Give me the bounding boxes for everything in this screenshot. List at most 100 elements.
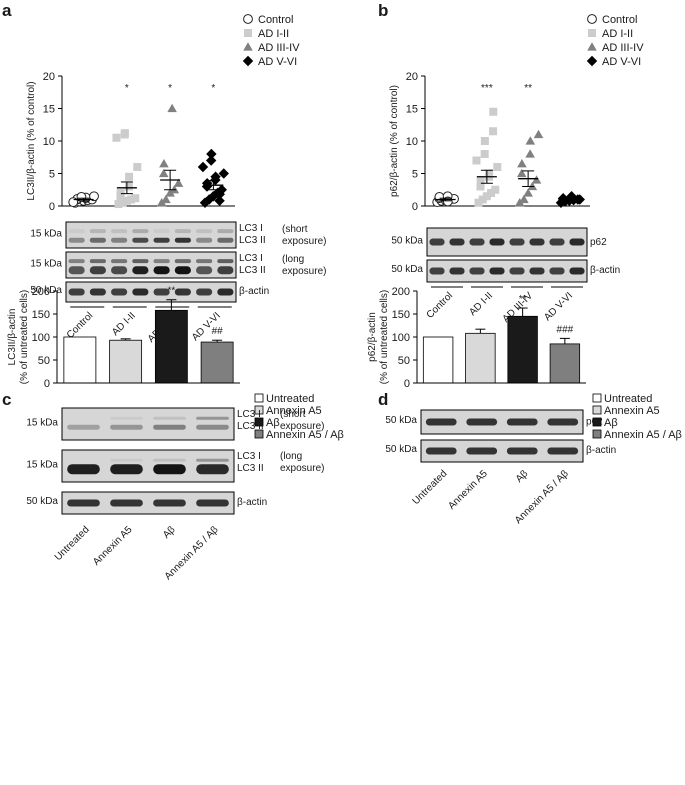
legend-marker <box>242 55 254 67</box>
blot-row-band <box>509 238 525 246</box>
bar <box>507 315 538 384</box>
lane-label: Control <box>65 310 96 341</box>
blot-row-band <box>196 288 213 296</box>
legend-marker <box>587 14 597 24</box>
y-tick-label: 0 <box>412 201 418 213</box>
legend-marker <box>243 14 253 24</box>
blot-row-band <box>110 416 143 420</box>
legend-label: Untreated <box>266 393 314 405</box>
significance-mark: ## <box>212 326 224 337</box>
blot-row-band <box>153 229 170 234</box>
blot-row-band <box>217 229 234 234</box>
y-tick-label: 10 <box>406 136 418 148</box>
exposure-note: exposure) <box>282 266 326 277</box>
data-point <box>476 176 485 184</box>
blot-row-band <box>68 259 85 264</box>
data-point <box>525 149 535 158</box>
blot-row-band <box>153 237 170 243</box>
legend-swatch <box>592 393 602 403</box>
kda-label: 50 kDa <box>26 496 58 507</box>
bar <box>63 336 97 384</box>
blot-row-band <box>569 267 585 275</box>
band-label: β-actin <box>237 497 267 508</box>
data-point <box>89 191 99 202</box>
blot-row-band <box>449 238 465 246</box>
significance-mark: ** <box>167 286 175 297</box>
legend-label: Annexin A5 <box>266 405 322 417</box>
band-label: LC3 II <box>237 463 264 474</box>
data-point <box>476 182 485 191</box>
y-axis-title: (% of untreated cells) <box>19 290 30 385</box>
blot-row-band <box>67 458 100 462</box>
data-point <box>489 107 498 116</box>
blot-row-frame <box>426 259 588 283</box>
data-point <box>555 197 567 208</box>
blot-row-band <box>68 237 85 243</box>
data-point <box>173 178 184 187</box>
blot-row-band <box>111 266 128 275</box>
blot-row-band <box>506 447 538 455</box>
lane-label: AD I-II <box>467 290 495 318</box>
legend-label: AD V-VI <box>258 56 297 68</box>
blot-row-band <box>111 229 128 234</box>
blot-row-band <box>429 267 445 275</box>
data-point <box>120 129 129 138</box>
blot-row-band <box>110 499 143 507</box>
blot-row-band <box>196 458 229 462</box>
band-label: LC3 I <box>237 451 261 462</box>
panel-b: b 0 5 10 15 20 p62/β-actin (% of control) Contr… <box>378 1 644 325</box>
blot-row-band <box>132 229 149 234</box>
y-axis-title: p62/β-actin <box>367 312 378 362</box>
data-point <box>208 191 219 202</box>
y-tick-label: 150 <box>392 309 410 321</box>
significance-mark: ** <box>519 294 527 305</box>
y-tick-label: 100 <box>32 332 50 344</box>
blot-row-band <box>196 229 213 234</box>
data-point <box>124 182 133 191</box>
band-label: LC3 I <box>239 253 263 264</box>
bar <box>465 332 496 384</box>
lane-label: Untreated <box>53 524 92 563</box>
blot-row-band <box>174 229 191 234</box>
y-axis-title: LC3II/β-actin <box>7 309 18 366</box>
blot-row-band <box>174 237 191 243</box>
blot-row-band <box>196 499 229 507</box>
data-point <box>206 148 217 160</box>
panel-letter: b <box>378 1 388 20</box>
lane-label: Untreated <box>411 468 450 507</box>
y-tick-label: 15 <box>43 104 55 116</box>
data-point <box>122 196 131 205</box>
data-point <box>574 194 585 205</box>
data-point <box>114 200 123 209</box>
blot-row-band <box>547 447 579 455</box>
lane-label: AD I-II <box>110 310 138 338</box>
lane-label: Aβ <box>514 468 531 485</box>
bar <box>109 339 143 384</box>
blot-row-band <box>196 424 229 430</box>
blot-row-band <box>569 238 585 246</box>
blot-row-band <box>153 499 186 507</box>
data-point <box>218 168 229 179</box>
data-point <box>491 185 500 194</box>
panel-letter: d <box>378 390 388 409</box>
kda-label: 50 kDa <box>30 285 62 296</box>
kda-label: 15 kDa <box>26 418 58 429</box>
legend-label: AD V-VI <box>602 56 641 68</box>
legend-label: Aβ <box>604 417 618 429</box>
data-point <box>493 163 502 171</box>
blot-row-frame <box>61 491 235 515</box>
blot-row-band <box>469 267 485 275</box>
blot-row-band <box>153 464 186 475</box>
exposure-note: exposure) <box>280 463 324 474</box>
band-label: β-actin <box>590 265 620 276</box>
legend-marker <box>243 42 253 51</box>
legend-marker <box>244 29 252 37</box>
data-point <box>205 155 217 166</box>
blot-row-band <box>111 237 128 243</box>
data-point <box>214 189 225 200</box>
panel-c: c 0 50 100 150 200 LC3II/β-actin (% of untreate… <box>2 286 344 582</box>
legend-label: Untreated <box>604 393 652 405</box>
exposure-note: (short <box>280 409 306 420</box>
data-point <box>131 194 140 203</box>
